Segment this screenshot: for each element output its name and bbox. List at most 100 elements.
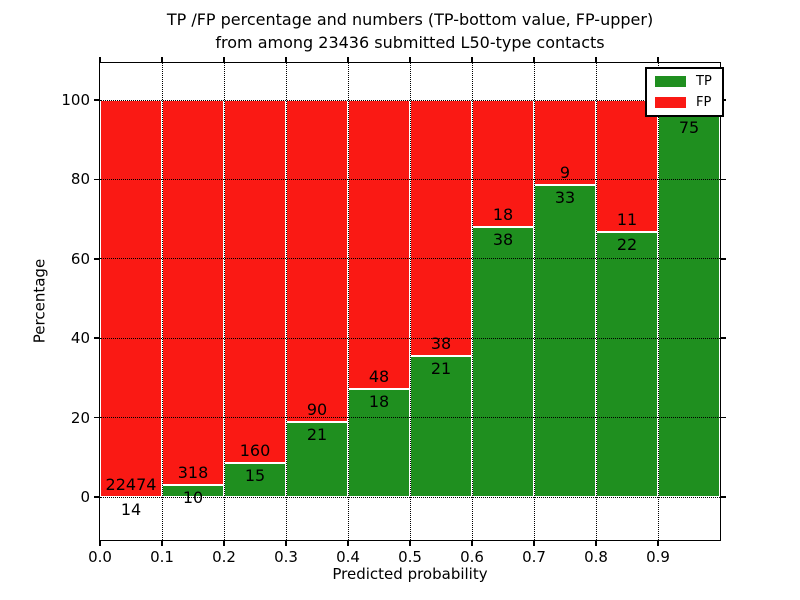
x-tick-top: [409, 57, 411, 62]
fp-legend-label: FP: [696, 95, 712, 110]
y-tick-right: [721, 337, 726, 339]
fp-bar-segment: [162, 100, 224, 486]
tp-count-label: 75: [678, 118, 700, 138]
tp-bar-segment: [348, 388, 410, 497]
y-tick-left: [94, 337, 99, 339]
legend-entry-fp: FP: [655, 96, 712, 109]
y-tick-left: [94, 178, 99, 181]
x-tick-label: 0.2: [212, 548, 236, 566]
x-tick-label: 0.7: [522, 548, 546, 566]
y-axis-label: Percentage: [30, 258, 49, 344]
legend: TP FP: [645, 67, 724, 117]
x-tick-bottom: [99, 541, 101, 546]
x-gridline: [409, 63, 411, 540]
x-tick-bottom: [223, 541, 225, 546]
y-gridline: [100, 99, 720, 101]
fp-bar-segment: [472, 100, 534, 228]
y-tick-label: 80: [70, 170, 90, 189]
x-tick-label: 0.4: [336, 548, 360, 566]
fp-count-label: 318: [177, 463, 209, 483]
tp-count-label: 15: [244, 465, 266, 485]
fp-bar-segment: [534, 100, 596, 185]
x-tick-bottom: [409, 541, 411, 546]
fp-bar-segment: [100, 100, 162, 497]
x-tick-bottom: [161, 541, 163, 546]
fp-count-label: 18: [492, 205, 514, 225]
y-gridline: [100, 417, 720, 419]
fp-legend-swatch: [655, 97, 686, 108]
tp-bar-segment: [472, 227, 534, 497]
fp-count-label: 22474: [105, 474, 157, 494]
x-tick-top: [285, 57, 287, 62]
y-gridline: [100, 496, 720, 498]
x-tick-label: 0.3: [274, 548, 298, 566]
x-tick-label: 0.9: [646, 548, 670, 566]
tp-bar-segment: [658, 115, 720, 497]
x-gridline: [657, 63, 659, 540]
fp-bar-segment: [410, 100, 472, 356]
x-tick-top: [471, 57, 473, 62]
tp-count-label: 38: [492, 230, 514, 250]
y-tick-label: 0: [80, 488, 90, 506]
x-tick-bottom: [285, 541, 287, 546]
x-tick-label: 0.8: [584, 548, 608, 566]
y-tick-left: [94, 99, 99, 101]
y-tick-right: [721, 416, 726, 419]
y-tick-label: 40: [70, 329, 90, 348]
x-tick-top: [533, 57, 535, 62]
x-tick-bottom: [347, 541, 349, 546]
x-tick-top: [223, 57, 225, 62]
x-gridline: [595, 63, 597, 540]
fp-count-label: 160: [239, 440, 271, 460]
tp-count-label: 21: [306, 424, 328, 444]
tp-bar-segment: [596, 232, 658, 497]
tp-legend-swatch: [655, 76, 686, 87]
x-gridline: [347, 63, 349, 540]
y-tick-left: [94, 258, 99, 260]
x-gridline: [161, 63, 163, 540]
fp-count-label: 11: [616, 210, 638, 230]
x-tick-top: [99, 57, 101, 62]
fp-count-label: 38: [430, 333, 452, 353]
fp-count-label: 90: [306, 399, 328, 419]
tp-bar-segment: [534, 184, 596, 497]
x-tick-bottom: [657, 541, 659, 546]
y-gridline: [100, 337, 720, 339]
chart-title-line1: TP /FP percentage and numbers (TP-bottom…: [166, 10, 654, 29]
x-tick-label: 0.1: [150, 548, 174, 566]
y-gridline: [100, 258, 720, 260]
plot-area: TP FP 22474 14 318 10 160 15 90 21 48 18 38 21 18 38 9…: [61, 57, 726, 566]
x-tick-bottom: [533, 541, 535, 546]
tp-count-label: 22: [616, 235, 638, 255]
tp-bar-segment: [224, 462, 286, 497]
fp-bar-segment: [286, 100, 348, 422]
y-tick-right: [721, 178, 726, 181]
y-tick-left: [94, 496, 99, 498]
tp-count-label: 18: [368, 391, 390, 411]
chart-title: TP /FP percentage and numbers (TP-bottom…: [90, 8, 730, 54]
x-gridline: [285, 63, 287, 540]
x-tick-bottom: [595, 541, 597, 546]
x-tick-bottom: [471, 541, 473, 546]
legend-entry-tp: TP: [655, 75, 712, 88]
y-tick-label: 20: [70, 408, 90, 427]
x-axis-label: Predicted probability: [332, 565, 488, 583]
y-tick-left: [94, 416, 99, 419]
tp-count-label: 33: [554, 187, 576, 207]
tp-count-label: 10: [182, 488, 204, 508]
y-tick-right: [721, 258, 726, 260]
fp-bar-segment: [348, 100, 410, 389]
x-tick-label: 0.5: [398, 548, 422, 566]
fp-count-label: 9: [559, 162, 571, 182]
tp-legend-label: TP: [696, 74, 712, 89]
tp-bar-segment: [410, 355, 472, 497]
x-tick-label: 0.0: [88, 548, 112, 566]
tp-count-label: 14: [120, 499, 142, 519]
fp-bar-segment: [224, 100, 286, 463]
fp-count-label: 48: [368, 366, 390, 386]
x-tick-label: 0.6: [460, 548, 484, 566]
x-tick-top: [161, 57, 163, 62]
x-tick-top: [657, 57, 659, 62]
x-gridline: [533, 63, 535, 540]
